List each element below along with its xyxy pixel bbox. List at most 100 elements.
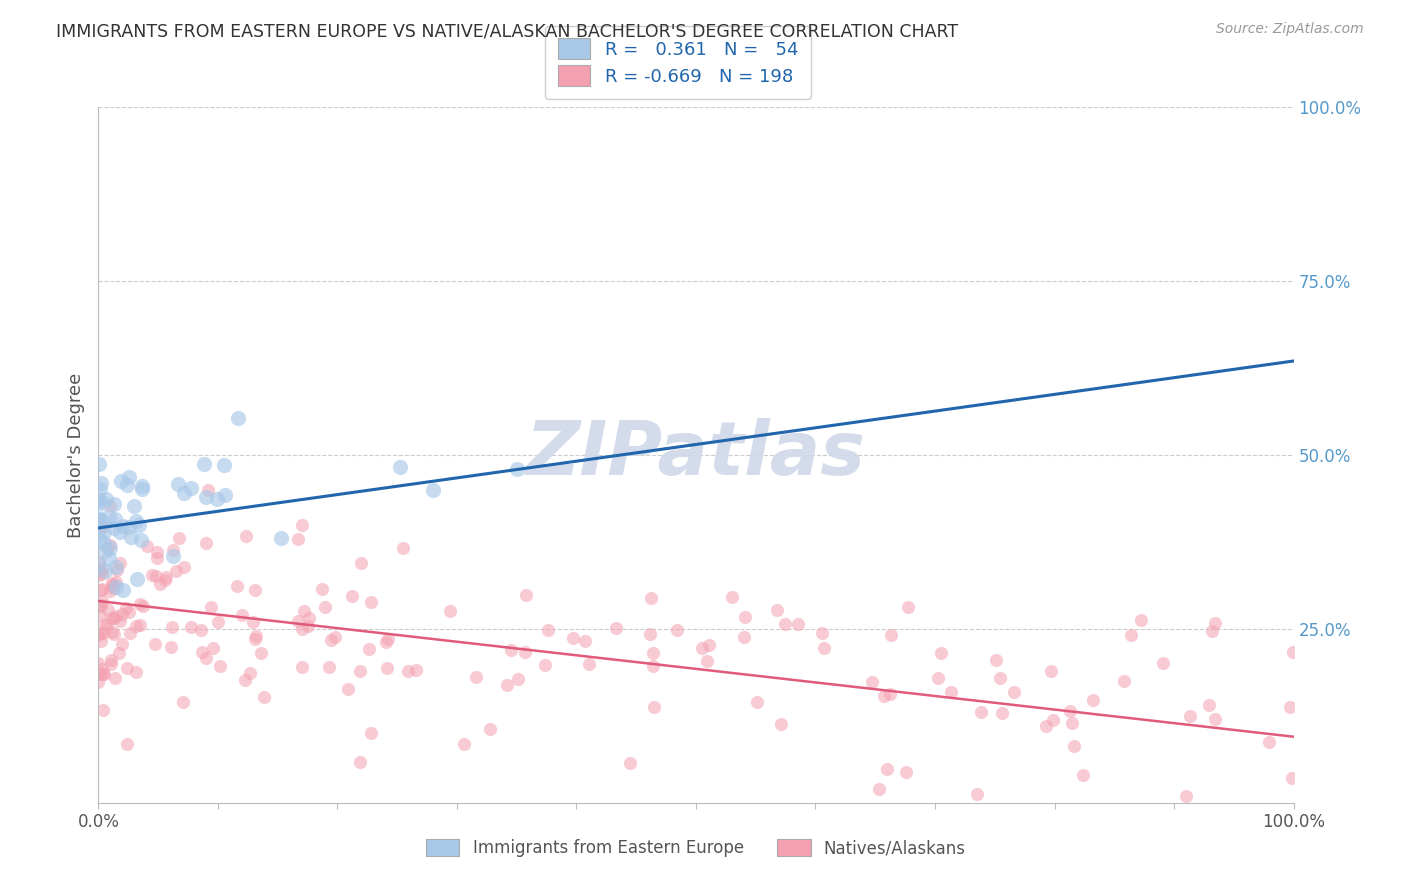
- Point: [125, 514, 148, 528]
- Point: [132, 599, 155, 613]
- Point: [287, 532, 309, 546]
- Point: [813, 641, 835, 656]
- Point: [242, 615, 264, 629]
- Point: [131, 482, 153, 496]
- Point: [1081, 693, 1104, 707]
- Point: [1281, 772, 1303, 786]
- Point: [120, 625, 142, 640]
- Point: [515, 645, 537, 659]
- Point: [100, 657, 122, 671]
- Point: [396, 664, 419, 678]
- Point: [122, 499, 145, 513]
- Point: [506, 672, 529, 686]
- Point: [90, 626, 112, 640]
- Point: [118, 520, 141, 534]
- Point: [97, 603, 120, 617]
- Point: [360, 595, 382, 609]
- Point: [104, 671, 127, 685]
- Point: [988, 671, 1011, 685]
- Point: [253, 690, 276, 705]
- Point: [860, 674, 883, 689]
- Point: [118, 605, 141, 619]
- Point: [733, 630, 755, 644]
- Point: [931, 646, 953, 660]
- Point: [690, 640, 713, 655]
- Point: [479, 722, 502, 736]
- Text: ZIPatlas: ZIPatlas: [526, 418, 866, 491]
- Point: [145, 569, 167, 583]
- Point: [453, 737, 475, 751]
- Point: [1278, 699, 1301, 714]
- Point: [167, 477, 190, 491]
- Point: [377, 632, 399, 646]
- Point: [966, 787, 988, 801]
- Point: [89, 482, 111, 496]
- Point: [375, 660, 398, 674]
- Point: [87, 568, 110, 582]
- Point: [90, 476, 112, 491]
- Point: [101, 611, 124, 625]
- Point: [375, 635, 398, 649]
- Point: [1039, 664, 1062, 678]
- Point: [200, 599, 222, 614]
- Point: [153, 574, 176, 588]
- Point: [562, 631, 585, 645]
- Point: [1281, 645, 1303, 659]
- Point: [578, 657, 600, 671]
- Point: [94, 617, 117, 632]
- Point: [291, 518, 314, 533]
- Point: [115, 477, 138, 491]
- Point: [1062, 715, 1084, 730]
- Point: [1035, 719, 1057, 733]
- Point: [89, 565, 111, 579]
- Point: [111, 607, 134, 621]
- Point: [96, 541, 118, 555]
- Point: [226, 579, 249, 593]
- Point: [172, 695, 194, 709]
- Point: [87, 555, 110, 569]
- Point: [574, 634, 596, 648]
- Point: [325, 630, 347, 644]
- Point: [89, 607, 111, 622]
- Point: [894, 764, 917, 779]
- Point: [297, 618, 319, 632]
- Point: [605, 621, 627, 635]
- Point: [389, 460, 412, 475]
- Point: [190, 623, 212, 637]
- Point: [91, 666, 114, 681]
- Point: [1114, 674, 1136, 689]
- Point: [118, 470, 141, 484]
- Point: [287, 614, 309, 628]
- Point: [105, 559, 128, 574]
- Point: [91, 496, 114, 510]
- Point: [1119, 628, 1142, 642]
- Point: [145, 637, 167, 651]
- Point: [876, 762, 898, 776]
- Point: [250, 646, 273, 660]
- Point: [110, 474, 132, 488]
- Point: [201, 641, 224, 656]
- Point: [231, 607, 253, 622]
- Point: [93, 525, 115, 540]
- Point: [392, 541, 415, 556]
- Point: [534, 657, 557, 672]
- Point: [1201, 624, 1223, 639]
- Point: [103, 582, 125, 596]
- Point: [350, 556, 373, 570]
- Point: [103, 497, 125, 511]
- Point: [226, 410, 249, 425]
- Point: [87, 524, 110, 539]
- Point: [245, 632, 267, 646]
- Point: [108, 556, 131, 570]
- Point: [128, 518, 150, 533]
- Point: [125, 619, 148, 633]
- Point: [970, 705, 993, 719]
- Point: [873, 689, 896, 703]
- Point: [87, 557, 110, 571]
- Point: [125, 573, 148, 587]
- Point: [721, 591, 744, 605]
- Point: [98, 583, 121, 598]
- Point: [89, 514, 111, 528]
- Point: [245, 629, 267, 643]
- Point: [91, 567, 114, 582]
